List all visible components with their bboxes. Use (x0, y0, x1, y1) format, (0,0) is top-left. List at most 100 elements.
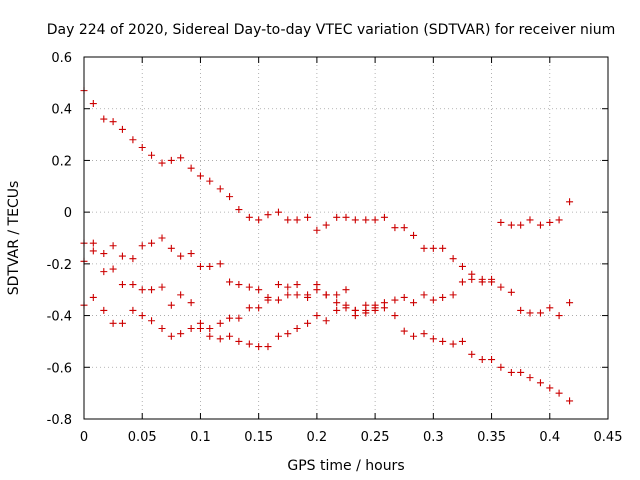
data-point (255, 286, 263, 294)
data-point (478, 356, 486, 364)
data-point (196, 325, 204, 332)
data-point (458, 262, 466, 270)
data-point (468, 275, 476, 283)
data-point (138, 144, 146, 151)
data-point (420, 291, 428, 299)
data-point (129, 136, 137, 144)
data-point (100, 250, 108, 258)
x-tick-label: 0.35 (477, 430, 506, 445)
data-point (555, 312, 563, 320)
data-point (380, 213, 388, 221)
data-point (284, 283, 292, 291)
y-tick-label: -0.8 (47, 413, 72, 428)
data-point (235, 281, 243, 289)
data-point (546, 218, 554, 226)
data-point (255, 216, 263, 224)
data-point (322, 291, 330, 299)
data-point (526, 374, 534, 382)
data-point (100, 115, 108, 123)
data-point (410, 231, 418, 239)
data-point (118, 281, 126, 289)
data-point (274, 296, 282, 304)
data-point (245, 304, 253, 312)
data-point (187, 299, 195, 307)
y-tick-label: 0.6 (51, 51, 72, 66)
data-point (264, 296, 272, 304)
data-point (284, 330, 292, 338)
data-point (362, 309, 370, 317)
data-point (206, 177, 214, 185)
data-point (429, 335, 437, 343)
data-point (293, 325, 301, 332)
data-point (226, 193, 234, 201)
data-point (536, 309, 544, 317)
data-point (284, 216, 292, 224)
data-point (216, 335, 224, 343)
data-point (497, 363, 505, 371)
data-point (235, 337, 243, 345)
data-point (322, 221, 330, 229)
data-point (158, 325, 166, 332)
data-point (138, 242, 146, 250)
y-tick-label: 0.4 (51, 103, 72, 118)
series-track-2 (80, 234, 574, 320)
data-point (439, 293, 447, 301)
data-point (118, 319, 126, 327)
data-point (187, 325, 195, 332)
data-point (89, 100, 97, 108)
data-point (507, 221, 515, 229)
data-point (206, 262, 214, 270)
data-point (351, 306, 359, 314)
data-point (255, 343, 263, 351)
data-point (391, 312, 399, 320)
x-tick-label: 0.3 (423, 430, 444, 445)
data-point (245, 283, 253, 291)
data-point (158, 159, 166, 167)
data-point (507, 288, 515, 296)
chart-title: Day 224 of 2020, Sidereal Day-to-day VTE… (47, 22, 616, 38)
data-point (458, 337, 466, 345)
data-point (196, 262, 204, 270)
data-point (100, 306, 108, 314)
data-point (226, 314, 234, 322)
data-point (391, 224, 399, 232)
data-point (167, 301, 175, 309)
y-axis-label: SDTVAR / TECUs (6, 181, 22, 296)
data-point (400, 293, 408, 301)
data-point (488, 275, 496, 283)
data-point (351, 216, 359, 224)
data-point (235, 206, 243, 214)
y-tick-label: 0.2 (51, 154, 72, 169)
data-point (264, 211, 272, 219)
data-point (177, 252, 185, 260)
data-point (284, 291, 292, 299)
data-point (420, 244, 428, 252)
data-point (362, 216, 370, 224)
data-point (566, 299, 574, 307)
data-point (264, 343, 272, 351)
data-point (100, 268, 108, 276)
data-point (293, 281, 301, 289)
x-tick-label: 0.15 (244, 430, 273, 445)
x-axis-label: GPS time / hours (287, 458, 404, 474)
data-point (129, 255, 137, 263)
data-point (342, 301, 350, 309)
series-track-4 (80, 293, 379, 351)
data-point (458, 278, 466, 286)
data-point (167, 244, 175, 252)
series-track-1 (80, 87, 574, 286)
data-point (89, 239, 97, 247)
data-point (158, 283, 166, 291)
data-point (439, 244, 447, 252)
data-point (517, 368, 525, 376)
data-point (89, 293, 97, 301)
data-point (129, 281, 137, 289)
data-point (333, 213, 341, 221)
data-point (129, 306, 137, 314)
data-point (167, 332, 175, 340)
data-point (235, 314, 243, 322)
data-point (546, 304, 554, 312)
data-point (148, 151, 156, 159)
data-point (322, 317, 330, 325)
